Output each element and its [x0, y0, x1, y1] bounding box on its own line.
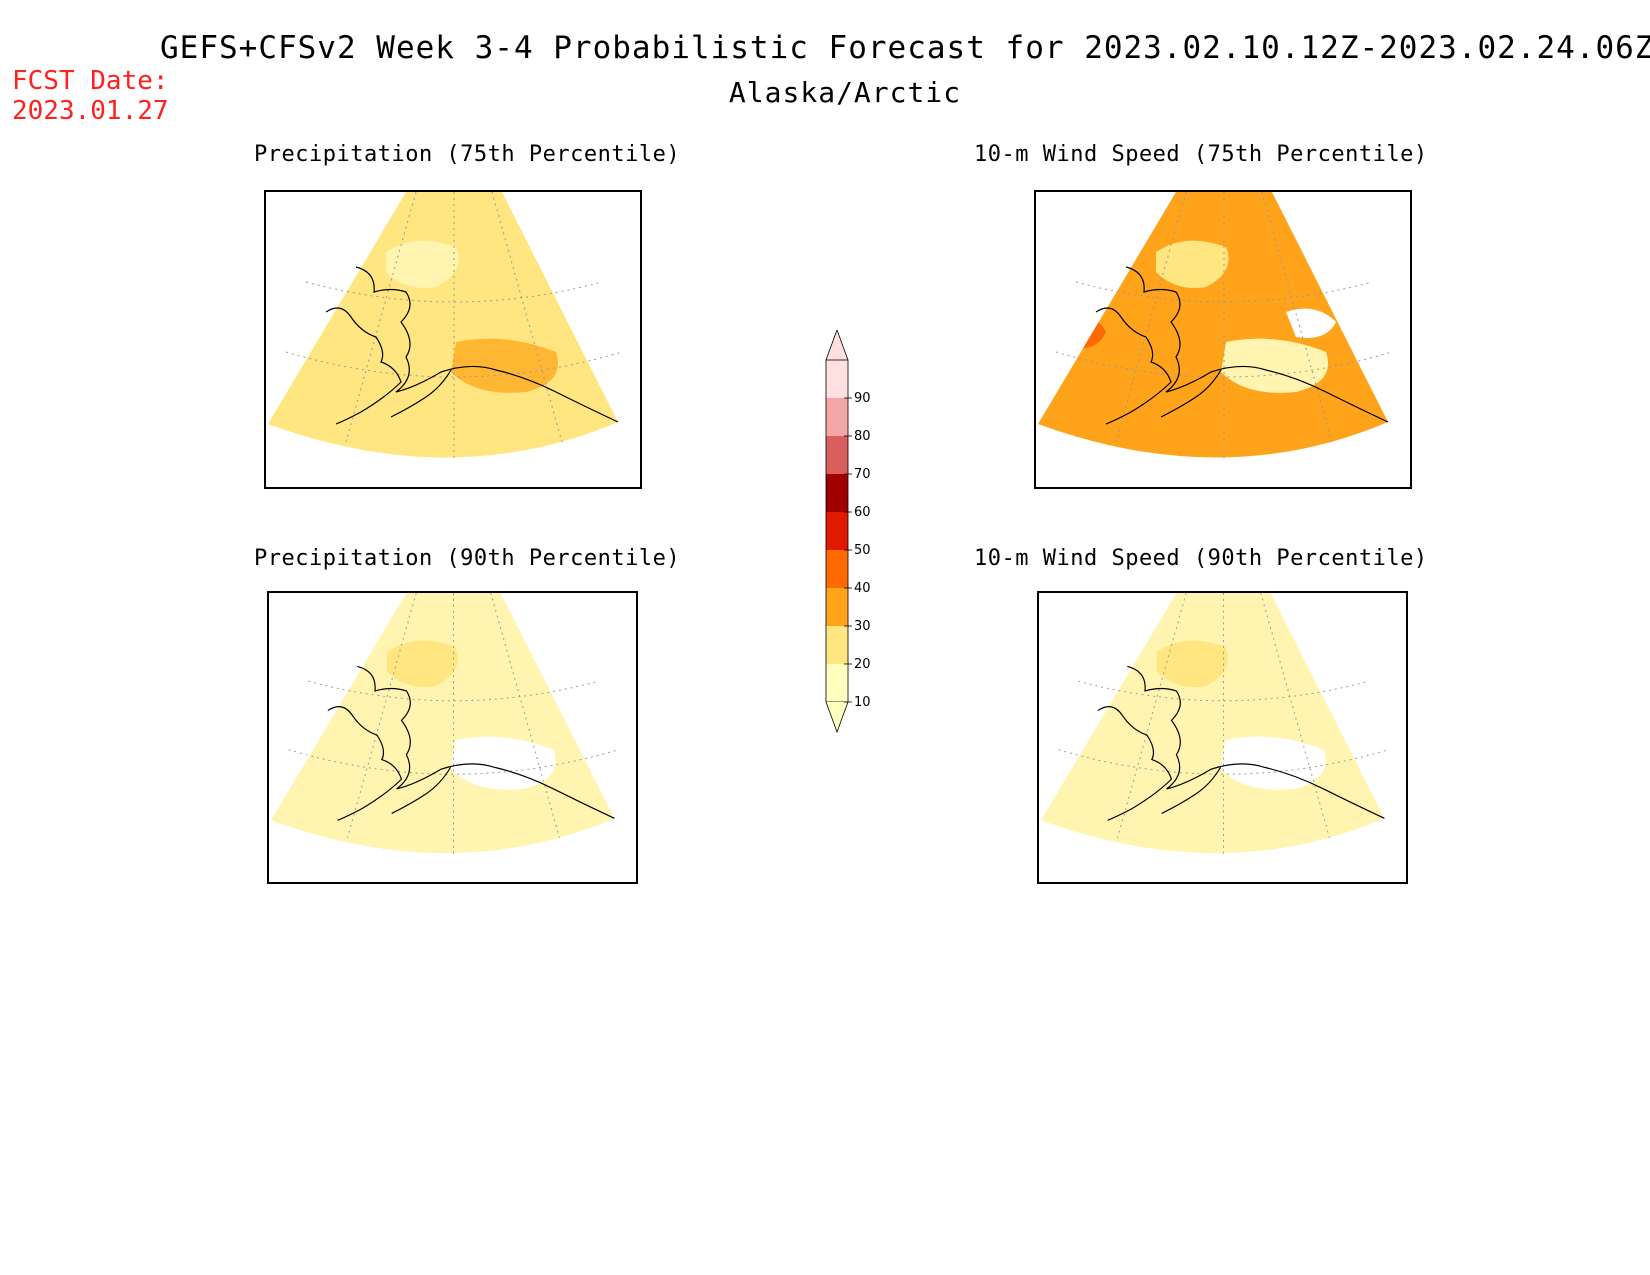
- coastline: [1095, 307, 1172, 425]
- colorbar-swatch: [826, 664, 848, 702]
- panel-title-wind-90: 10-m Wind Speed (90th Percentile): [974, 546, 1428, 571]
- colorbar-tick-label: 90: [854, 391, 871, 406]
- probability-field-patch: [1221, 338, 1328, 393]
- panel-title-precip-75: Precipitation (75th Percentile): [254, 142, 681, 167]
- colorbar-tick-label: 40: [854, 581, 871, 596]
- colorbar-tick-label: 20: [854, 657, 871, 672]
- latitude-gridline: [285, 351, 623, 378]
- panel-title-wind-75: 10-m Wind Speed (75th Percentile): [974, 142, 1428, 167]
- longitude-gridline: [490, 593, 560, 839]
- probability-field-base: [1040, 593, 1385, 854]
- colorbar-swatch: [826, 360, 848, 398]
- latitude-gridline: [288, 749, 619, 775]
- colorbar-tick-label: 50: [854, 543, 871, 558]
- coastline: [1160, 369, 1222, 418]
- map-panel-precip-75: [264, 190, 642, 489]
- longitude-gridline: [1117, 593, 1187, 839]
- alaska-map-precip-90: [270, 593, 619, 858]
- forecast-date-label: FCST Date:: [12, 66, 169, 96]
- coastline: [357, 665, 615, 819]
- latitude-gridline: [1055, 351, 1393, 378]
- colorbar-tick-label: 70: [854, 467, 871, 482]
- colorbar-swatch: [826, 626, 848, 664]
- probability-field-patch: [1156, 640, 1228, 688]
- colorbar-swatch: [826, 474, 848, 512]
- colorbar-tick-label: 30: [854, 619, 871, 634]
- probability-field-patch: [450, 736, 556, 790]
- probability-field-patch: [1156, 240, 1229, 288]
- probability-colorbar: 10 20 30 40 50 60 70 80 90: [825, 330, 871, 734]
- alaska-map-wind-90: [1040, 593, 1389, 858]
- coastline: [391, 767, 452, 814]
- probability-field-patch: [386, 640, 458, 688]
- colorbar-tick-label: 80: [854, 429, 871, 444]
- region-subtitle: Alaska/Arctic: [728, 76, 962, 109]
- probability-field-patch: [386, 240, 459, 288]
- coastline: [327, 706, 403, 821]
- probability-field-base: [270, 593, 615, 854]
- longitude-gridline: [1115, 192, 1187, 443]
- probability-field-patch: [451, 338, 558, 393]
- alaska-map-wind-75: [1038, 192, 1393, 462]
- alaska-map-precip-75: [268, 192, 623, 462]
- colorbar-swatch: [826, 512, 848, 550]
- chart-title-text: GEFS+CFSv2 Week 3-4 Probabilistic Foreca…: [160, 30, 1650, 66]
- forecast-date-value: 2023.01.27: [12, 96, 169, 126]
- probability-field-patch: [1286, 308, 1336, 338]
- colorbar-lower-cap: [825, 701, 849, 734]
- longitude-gridline: [347, 593, 417, 839]
- coastline: [390, 369, 452, 418]
- panel-title-precip-90: Precipitation (90th Percentile): [254, 546, 681, 571]
- map-panel-wind-75: [1034, 190, 1412, 489]
- colorbar-swatch: [826, 398, 848, 436]
- coastline: [1161, 767, 1222, 814]
- coastline: [355, 266, 619, 423]
- colorbar-swatch: [826, 436, 848, 474]
- colorbar-swatch: [826, 550, 848, 588]
- colorbar-swatch: [826, 588, 848, 626]
- latitude-gridline: [1058, 749, 1389, 775]
- longitude-gridline: [491, 192, 563, 443]
- coastline: [1125, 266, 1389, 423]
- colorbar-upper-cap: [825, 330, 849, 361]
- longitude-gridline: [1260, 593, 1330, 839]
- probability-field-base: [1038, 192, 1388, 458]
- map-panel-wind-90: [1037, 591, 1408, 884]
- coastline: [1127, 665, 1385, 819]
- probability-field-patch: [1220, 736, 1326, 790]
- colorbar-tick-label: 10: [854, 695, 871, 710]
- longitude-gridline: [1261, 192, 1333, 443]
- forecast-date-block: FCST Date: 2023.01.27: [12, 66, 169, 126]
- colorbar-tick-label: 60: [854, 505, 871, 520]
- map-panel-precip-90: [267, 591, 638, 884]
- coastline: [325, 307, 402, 425]
- probability-field-base: [268, 192, 618, 458]
- longitude-gridline: [345, 192, 417, 443]
- coastline: [1097, 706, 1173, 821]
- chart-title: GEFS+CFSv2 Week 3-4 Probabilistic Foreca…: [0, 30, 1650, 66]
